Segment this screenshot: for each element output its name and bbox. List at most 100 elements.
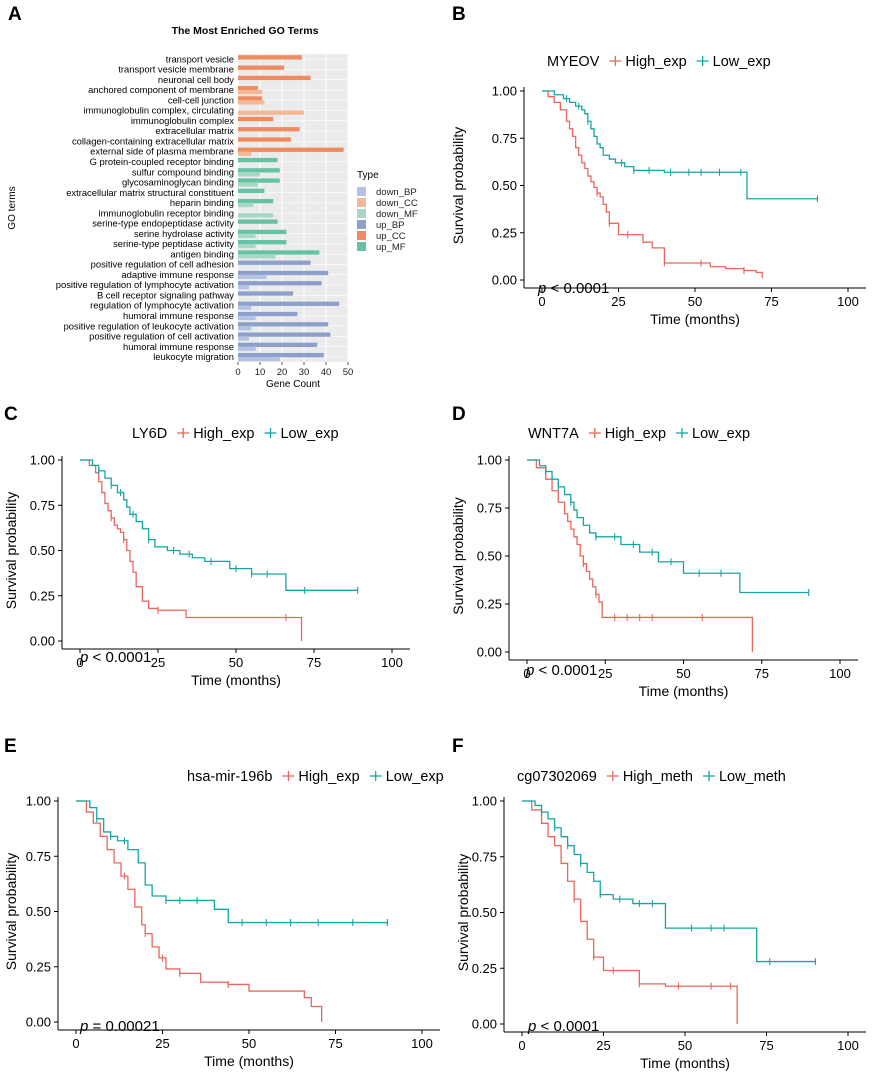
go-term-label: humoral immune response xyxy=(123,341,234,352)
go-bar-down-positive-regulation-of-cell-activation xyxy=(238,336,249,341)
go-bar-down-glycosaminoglycan-binding xyxy=(238,182,258,187)
go-term-label: leukocyte migration xyxy=(153,351,234,362)
go-bar-up-cell-cell-junction xyxy=(238,96,263,101)
km-y-tick-label: 0.75 xyxy=(477,501,502,516)
km-x-tick-label: 0 xyxy=(523,666,530,681)
km-y-tick-label: 0.50 xyxy=(26,904,51,919)
go-term-label: humoral immune response xyxy=(123,310,234,321)
km-x-tick-label: 100 xyxy=(829,666,851,681)
km-pvalue-text: < 0.0001 xyxy=(534,662,597,679)
panel-e-km-hsa-mir-196b: E hsa-mir-196b High_exp Low_exp 0.00 0.25 0.5… xyxy=(3,736,444,1069)
go-bar-down-anchored-component-of-membrane xyxy=(238,89,263,95)
go-bar-up-external-side-of-plasma-membrane xyxy=(238,147,344,152)
go-bar-down-leukocyte-migration xyxy=(238,356,280,362)
km-y-tick-label: 1.00 xyxy=(492,84,517,99)
km-y-tick-label: 0.75 xyxy=(472,849,497,864)
km-pvalue-text: < 0.0001 xyxy=(536,1018,599,1035)
km-title-f: cg07302069 xyxy=(517,769,597,785)
km-pvalue-symbol: p xyxy=(79,649,88,666)
km-legend-label-high-exp: High_exp xyxy=(193,426,254,442)
go-term-label: adaptive immune response xyxy=(121,269,234,280)
go-legend-title: Type xyxy=(357,170,379,181)
km-y-tick-label: 1.00 xyxy=(472,794,497,809)
km-x-tick-label: 50 xyxy=(242,1036,256,1051)
go-legend-swatch-down-bp xyxy=(357,187,366,196)
km-curve-low-exp xyxy=(80,459,358,591)
km-legend-label-high-exp: High_exp xyxy=(298,769,359,785)
go-legend-label-down-bp: down_BP xyxy=(376,187,417,198)
go-term-label: heparin binding xyxy=(170,197,234,208)
km-x-tick-label: 100 xyxy=(411,1036,433,1051)
go-bar-down-serine-type-peptidase-activity xyxy=(238,243,256,249)
go-bar-up-positive-regulation-of-cell-adhesion xyxy=(238,260,311,265)
go-bar-down-sulfur-compound-binding xyxy=(238,172,260,177)
go-bar-up-glycosaminoglycan-binding xyxy=(238,178,280,183)
go-term-label: antigen binding xyxy=(170,248,234,259)
km-pvalue: p < 0.0001 xyxy=(525,662,597,679)
km-x-tick-label: 75 xyxy=(328,1036,342,1051)
go-bar-up-humoral-immune-response xyxy=(238,311,298,317)
go-bar-up-heparin-binding xyxy=(238,198,274,204)
km-x-tick-label: 25 xyxy=(155,1036,169,1051)
km-x-tick-label: 25 xyxy=(151,655,165,670)
km-y-tick-label: 0.25 xyxy=(472,961,497,976)
go-legend-label-up-bp: up_BP xyxy=(376,220,405,231)
km-pvalue: p < 0.0001 xyxy=(79,649,151,666)
km-x-tick-label: 25 xyxy=(598,666,612,681)
panel-label-a: A xyxy=(8,4,22,25)
go-bar-down-cell-cell-junction xyxy=(238,100,265,105)
go-legend-swatch-down-cc xyxy=(357,198,366,207)
km-pvalue-text: = 0.00021 xyxy=(88,1018,159,1035)
go-legend-swatch-up-cc xyxy=(357,231,366,240)
km-legend-label-low-exp: Low_exp xyxy=(280,426,338,442)
km-x-tick-label: 75 xyxy=(759,1038,773,1053)
go-bar-up-serine-type-peptidase-activity xyxy=(238,240,287,245)
go-bar-down-adaptive-immune-response xyxy=(238,274,267,280)
go-bar-up-neuronal-cell-body xyxy=(238,75,311,81)
km-legend-label-low-exp: Low_exp xyxy=(713,54,771,70)
go-bar-down-heparin-binding xyxy=(238,202,254,208)
go-bar-up-transport-vesicle-membrane xyxy=(238,65,285,70)
km-pvalue-text: < 0.0001 xyxy=(546,280,609,297)
go-legend-swatch-down-mf xyxy=(357,209,366,218)
go-bar-down-antigen-binding xyxy=(238,254,276,259)
km-pvalue-symbol: p xyxy=(525,662,534,679)
km-pvalue: p < 0.0001 xyxy=(537,280,609,297)
go-bar-up-anchored-component-of-membrane xyxy=(238,86,258,91)
go-term-label: regulation of lymphocyte activation xyxy=(90,300,234,311)
km-y-tick-label: 0.00 xyxy=(30,634,55,649)
go-x-tick-label: 0 xyxy=(235,367,240,378)
km-y-tick-label: 0.00 xyxy=(26,1015,51,1030)
km-y-tick-label: 0.50 xyxy=(492,178,517,193)
km-x-tick-label: 75 xyxy=(764,294,778,309)
km-y-tick-label: 0.25 xyxy=(492,225,517,240)
km-x-axis-label: Time (months) xyxy=(191,672,281,688)
go-x-tick-label: 10 xyxy=(255,367,266,378)
go-bar-up-positive-regulation-of-leukocyte-activation xyxy=(238,322,329,327)
go-bar-up-positive-regulation-of-lymphocyte-activation xyxy=(238,281,322,286)
km-title-e: hsa-mir-196b xyxy=(187,769,272,785)
go-bar-down-positive-regulation-of-lymphocyte-activation xyxy=(238,285,249,290)
go-term-label: cell-cell junction xyxy=(168,94,234,105)
go-term-label: positive regulation of cell activation xyxy=(89,331,234,342)
go-term-label: G protein-coupled receptor binding xyxy=(90,156,234,167)
go-bar-up-immunoglobulin-complex xyxy=(238,116,274,122)
go-bar-down-humoral-immune-response xyxy=(238,346,256,351)
km-x-tick-label: 50 xyxy=(678,1038,692,1053)
go-term-label: B cell receptor signaling pathway xyxy=(97,289,234,300)
go-bar-down-humoral-immune-response xyxy=(238,315,256,321)
go-bar-up-serine-hydrolase-activity xyxy=(238,229,287,235)
km-x-tick-label: 75 xyxy=(307,655,321,670)
go-bar-up-leukocyte-migration xyxy=(238,352,324,358)
go-bar-up-antigen-binding xyxy=(238,250,320,255)
go-bar-down-immunoglobulin-receptor-binding xyxy=(238,213,274,218)
go-bar-up-b-cell-receptor-signaling-pathway xyxy=(238,291,293,296)
km-y-tick-label: 1.00 xyxy=(26,794,51,809)
go-term-label: neuronal cell body xyxy=(158,74,234,85)
km-x-axis-label: Time (months) xyxy=(650,311,740,327)
go-term-label: extracellular matrix xyxy=(155,125,234,136)
go-bar-up-extracellular-matrix xyxy=(238,127,300,132)
go-term-label: serine-type endopeptidase activity xyxy=(92,218,234,229)
km-y-tick-label: 0.00 xyxy=(492,273,517,288)
